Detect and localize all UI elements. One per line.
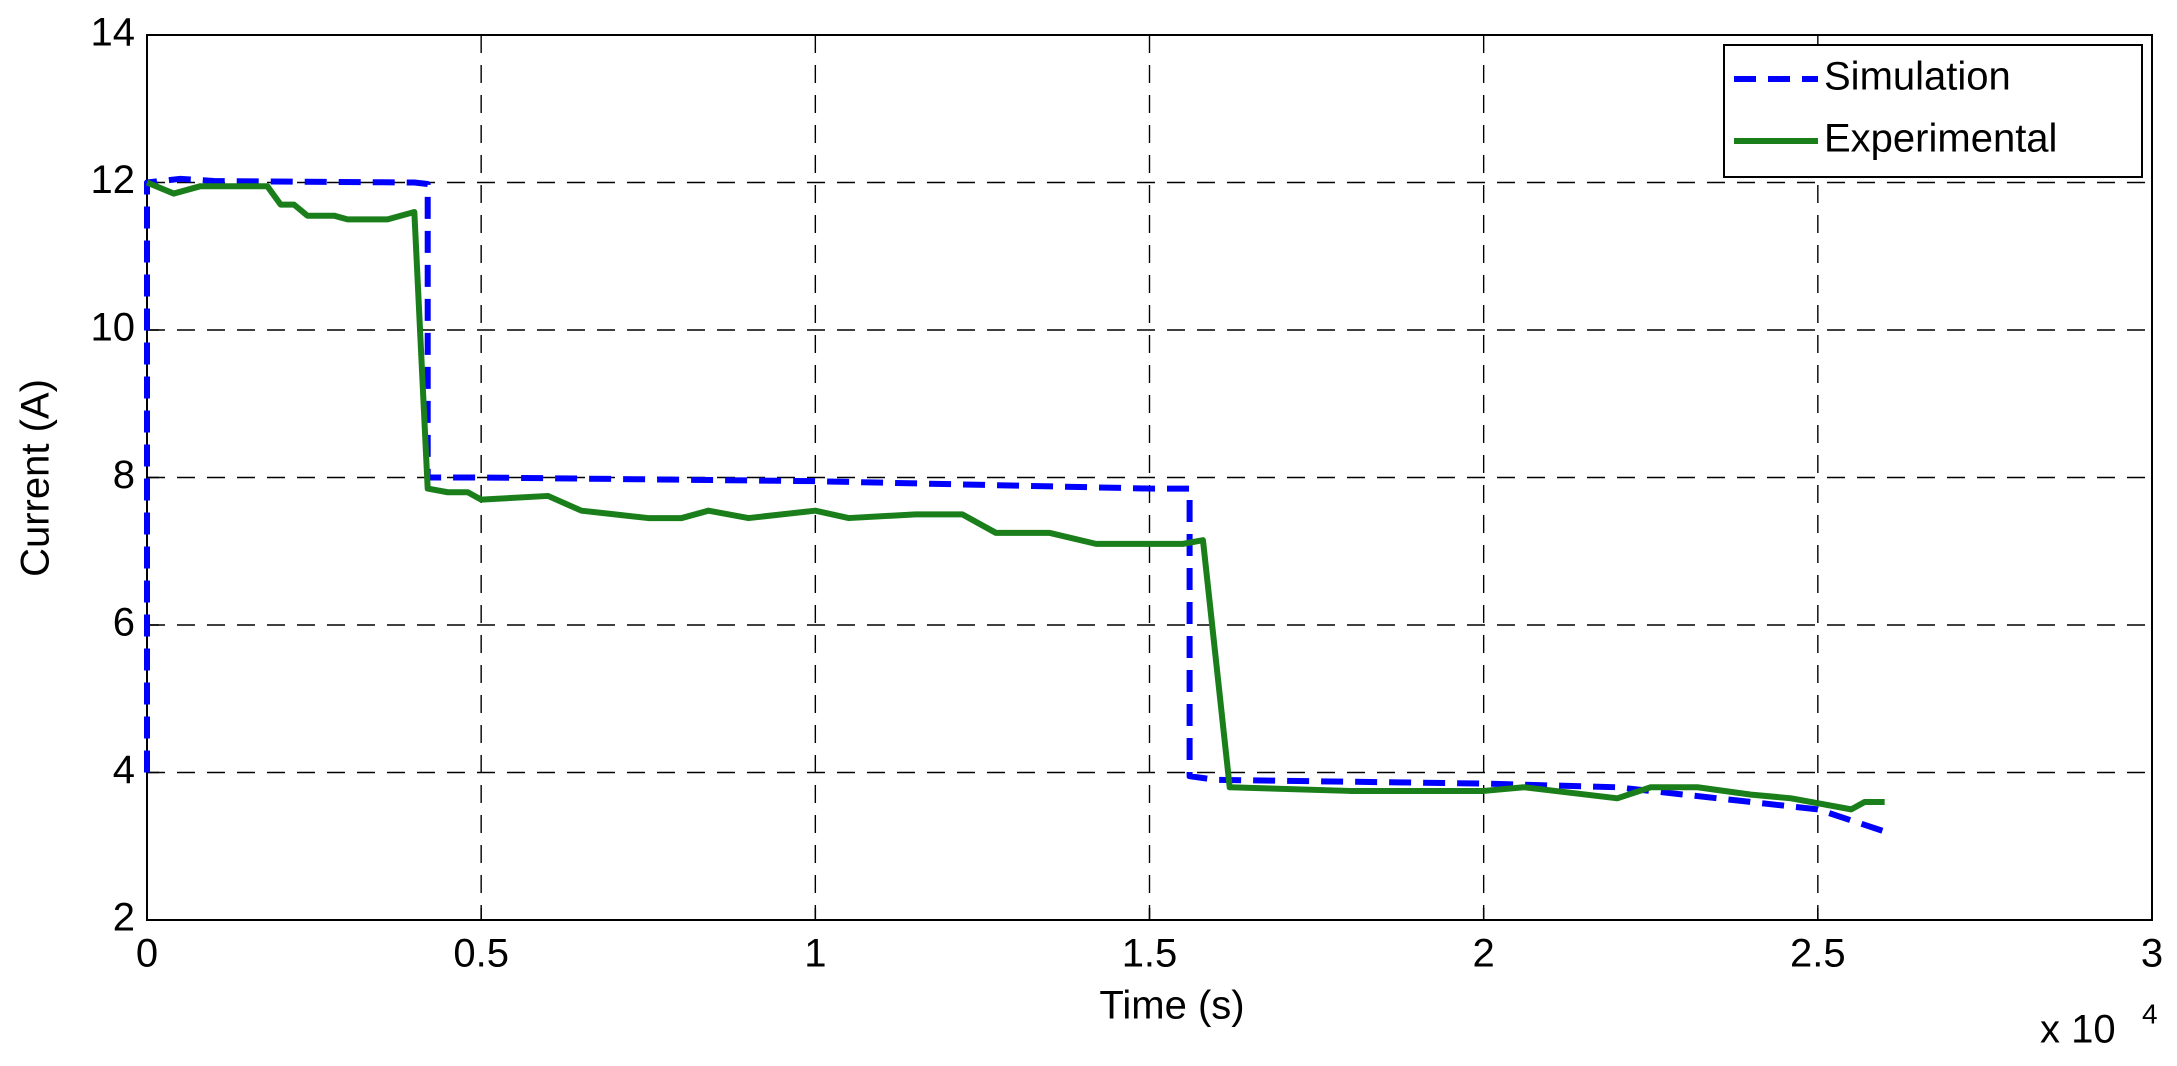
x-axis-label: Time (s) [1099, 984, 1244, 1028]
y-axis-label: Current (A) [14, 379, 58, 577]
x-multiplier-exponent: 4 [2142, 998, 2158, 1029]
line-series [145, 179, 1885, 813]
x-tick-label: 0.5 [453, 932, 509, 976]
y-tick-label: 12 [91, 158, 136, 202]
x-tick-label: 0 [136, 932, 158, 976]
legend-box [1723, 44, 2143, 178]
x-tick-label: 2.5 [1790, 932, 1846, 976]
legend-label: Simulation [1824, 55, 2011, 99]
y-tick-label: 2 [113, 896, 135, 940]
y-tick-label: 10 [91, 306, 136, 350]
x-multiplier: x 10 [2040, 1008, 2116, 1052]
x-tick-label: 2 [1473, 932, 1495, 976]
y-tick-label: 4 [113, 748, 135, 792]
x-tick-label: 1 [804, 932, 826, 976]
x-tick-label: 1.5 [1122, 932, 1178, 976]
legend-label: Experimental [1824, 117, 2057, 161]
plot-frame [146, 34, 2153, 921]
y-tick-label: 8 [113, 453, 135, 497]
y-tick-label: 14 [91, 11, 136, 55]
x-tick-label: 3 [2141, 932, 2163, 976]
y-tick-label: 6 [113, 601, 135, 645]
